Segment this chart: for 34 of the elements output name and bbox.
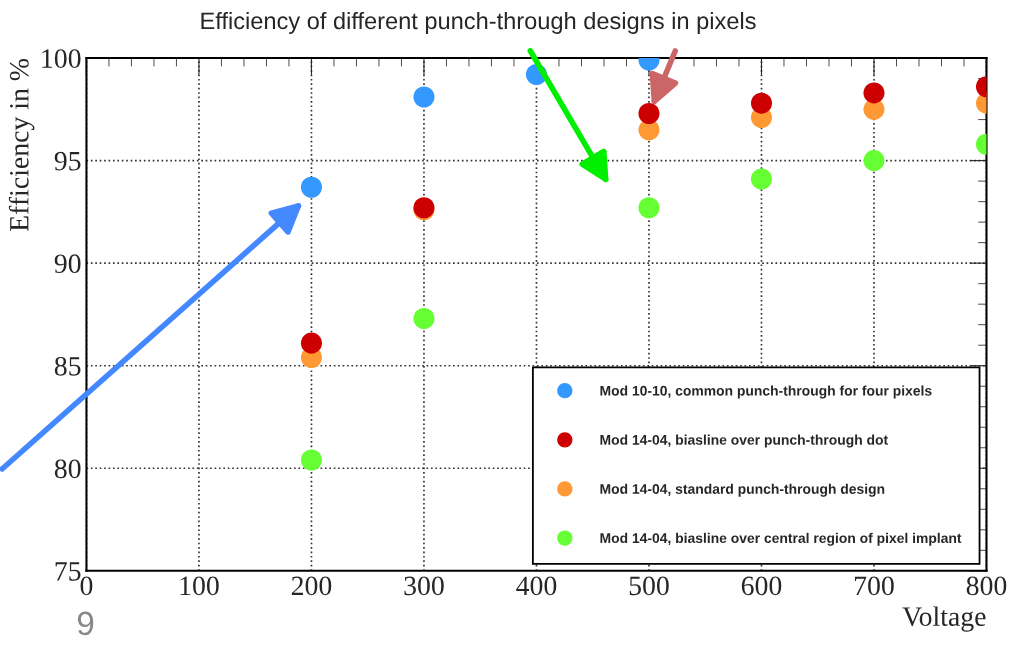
x-tick-label: 400 [516,576,557,596]
x-tick-label: 700 [854,576,894,596]
x-tick-label: 500 [629,576,669,596]
point [863,82,885,104]
point [300,449,322,471]
x-tick-label: 300 [404,576,444,596]
point [300,332,322,354]
legend-label: Mod 14-04, biasline over central region of pixel implant [600,532,962,546]
x-axis-title: Voltage [902,606,986,632]
y-tick-label: 85 [54,356,81,376]
x-tick-label: 600 [741,576,782,596]
legend-label: Mod 10-10, common punch-through for four pixels [600,385,932,399]
y-tick-label: 80 [54,459,81,479]
y-tick-label: 75 [55,562,81,581]
x-tick-label: 0 [80,576,93,596]
y-axis-title: Efficiency in % [8,59,35,232]
legend-label: Mod 14-04, standard punch-through design [600,483,885,497]
chart-title: Efficiency of different punch-through designs in pixels [201,11,756,34]
y-tick-label: 95 [54,151,81,171]
text: 9 [77,611,94,636]
point [413,86,435,108]
x-tick-label: 200 [291,576,332,596]
point [750,168,773,190]
x-tick-label: 800 [966,576,1007,596]
point [863,150,885,172]
y-tick-label: 90 [54,254,81,274]
legend-label: Mod 14-04, biasline over punch-through dot [600,434,888,448]
x-tick-label: 100 [180,576,219,596]
point [300,176,322,198]
point [638,102,660,124]
point [413,308,435,330]
point [750,92,773,114]
y-tick-label: 100 [42,49,81,68]
point [638,197,660,219]
